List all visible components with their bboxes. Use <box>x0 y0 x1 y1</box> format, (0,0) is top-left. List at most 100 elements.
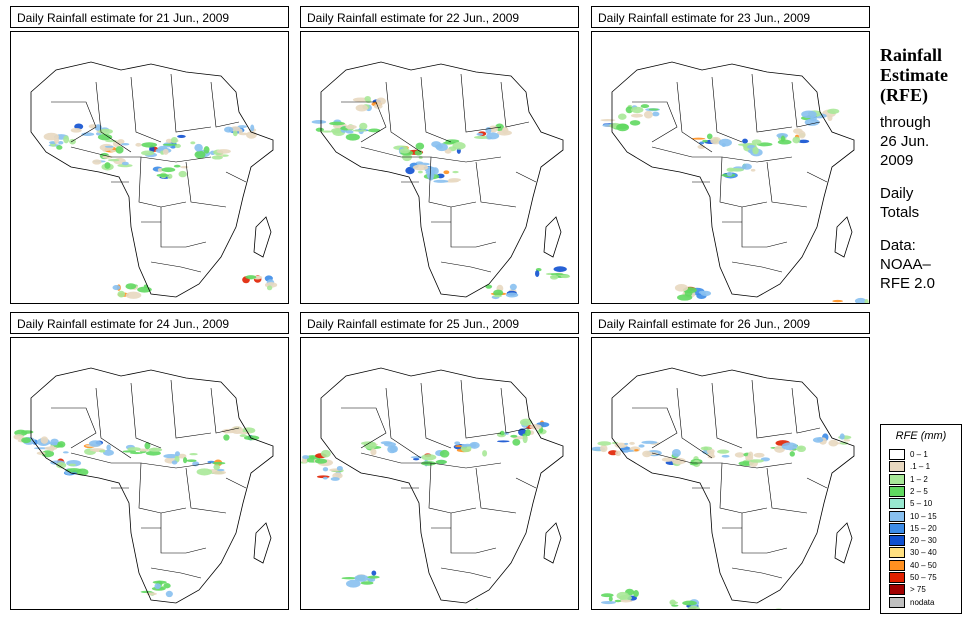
country-border <box>460 379 502 439</box>
legend-item: > 75 <box>889 584 926 596</box>
rainfall-cell <box>618 113 627 120</box>
map-panel-jun-24: Daily Rainfall estimate for 24 Jun., 200… <box>10 312 291 610</box>
rainfall-cell <box>370 448 377 456</box>
rainfall-cell <box>156 173 169 177</box>
legend-item: 10 – 15 <box>889 510 937 522</box>
country-border <box>791 387 821 434</box>
rainfall-cell <box>165 590 173 598</box>
rainfall-cell <box>323 476 328 480</box>
rainfall-cell <box>54 136 60 144</box>
rainfall-cell <box>106 444 111 451</box>
rainfall-cell <box>600 444 608 453</box>
rainfall-cell <box>671 449 681 457</box>
rainfall-cell <box>710 136 722 145</box>
country-border <box>475 467 517 514</box>
rainfall-cell <box>183 457 188 464</box>
rainfall-cell <box>699 141 705 145</box>
rainfall-cell <box>616 123 630 132</box>
rainfall-cell <box>512 438 521 446</box>
rainfall-cell <box>435 459 448 465</box>
panel-title: Daily Rainfall estimate for 26 Jun., 200… <box>591 312 870 334</box>
rainfall-cell <box>154 583 161 590</box>
rainfall-cell <box>616 591 629 600</box>
rainfall-cell <box>102 449 114 456</box>
rainfall-cell <box>399 148 411 154</box>
rainfall-cell <box>180 165 189 169</box>
rainfall-cell <box>66 468 82 473</box>
panel-title: Daily Rainfall estimate for 21 Jun., 200… <box>10 6 289 28</box>
country-border <box>515 171 537 183</box>
rainfall-cell <box>109 149 116 153</box>
legend-label: nodata <box>910 597 935 607</box>
rainfall-cell <box>314 458 328 464</box>
rainfall-cell <box>643 110 653 119</box>
africa-map-svg <box>311 61 571 300</box>
country-border <box>806 477 828 489</box>
country-border <box>170 73 212 133</box>
rainfall-cell <box>600 119 616 122</box>
legend-swatch <box>889 522 905 534</box>
rainfall-cell <box>535 270 540 277</box>
rainfall-cell <box>104 162 111 169</box>
country-border <box>751 73 793 133</box>
rainfall-cell <box>230 426 244 435</box>
madagascar-outline <box>253 216 272 258</box>
caption-heading-3: (RFE) <box>880 85 928 105</box>
rainfall-cell <box>102 155 113 159</box>
rainfall-cell <box>165 138 173 144</box>
rainfall-cell <box>631 106 644 114</box>
rainfall-cell <box>597 441 612 446</box>
country-border <box>719 156 768 208</box>
rainfall-cell <box>217 468 225 472</box>
rainfall-cell <box>629 120 641 126</box>
caption-date-2: 2009 <box>880 152 914 169</box>
legend-item: 1 – 2 <box>889 473 928 485</box>
rainfall-cell <box>600 593 614 598</box>
country-border <box>632 407 678 449</box>
panel-title: Daily Rainfall estimate for 22 Jun., 200… <box>300 6 579 28</box>
legend-item: 0 – 1 <box>889 449 928 460</box>
country-border <box>719 462 768 514</box>
rainfall-legend: RFE (mm) 0 – 1 .1 – 1 1 – 2 2 – 5 5 – 10 10 –… <box>880 424 962 614</box>
rainfall-cell <box>322 467 329 472</box>
country-border <box>711 76 743 143</box>
rainfall-cell <box>550 274 559 280</box>
legend-swatch <box>889 535 905 547</box>
country-border <box>676 387 713 459</box>
rainfall-cell <box>625 106 633 114</box>
country-border <box>185 161 227 208</box>
rainfall-cell <box>173 164 181 168</box>
rainfall-cell <box>162 143 177 146</box>
rainfall-cell <box>58 140 64 145</box>
rainfall-cell <box>266 285 273 291</box>
rainfall-cell <box>505 292 519 298</box>
rainfall-cell <box>698 290 706 295</box>
rainfall-cell <box>706 133 713 140</box>
rainfall-cell <box>245 275 257 280</box>
legend-swatch <box>889 584 905 596</box>
caption-through: through <box>880 114 931 131</box>
country-border <box>341 407 387 449</box>
rainfall-cell <box>48 441 59 445</box>
rainfall-cell <box>742 138 748 144</box>
country-border <box>515 477 537 489</box>
country-border <box>225 477 247 489</box>
rainfall-cell <box>433 179 449 183</box>
legend-swatch <box>889 559 905 571</box>
rainfall-cell <box>493 295 502 298</box>
rainfall-cell <box>463 443 472 447</box>
legend-label: .1 – 1 <box>910 462 931 472</box>
rainfall-cell <box>721 454 730 458</box>
legend-item: nodata <box>889 596 935 608</box>
madagascar-outline <box>543 522 562 564</box>
country-border <box>741 207 788 248</box>
rainfall-cell <box>434 144 443 149</box>
rainfall-cell <box>629 441 635 445</box>
legend-swatch <box>889 498 905 510</box>
africa-map-svg <box>13 367 274 604</box>
rainfall-cell <box>148 447 163 452</box>
rainfall-cell <box>454 441 461 445</box>
rainfall-cell <box>189 452 198 456</box>
legend-label: 50 – 75 <box>910 573 937 582</box>
rainfall-cell <box>107 158 120 162</box>
